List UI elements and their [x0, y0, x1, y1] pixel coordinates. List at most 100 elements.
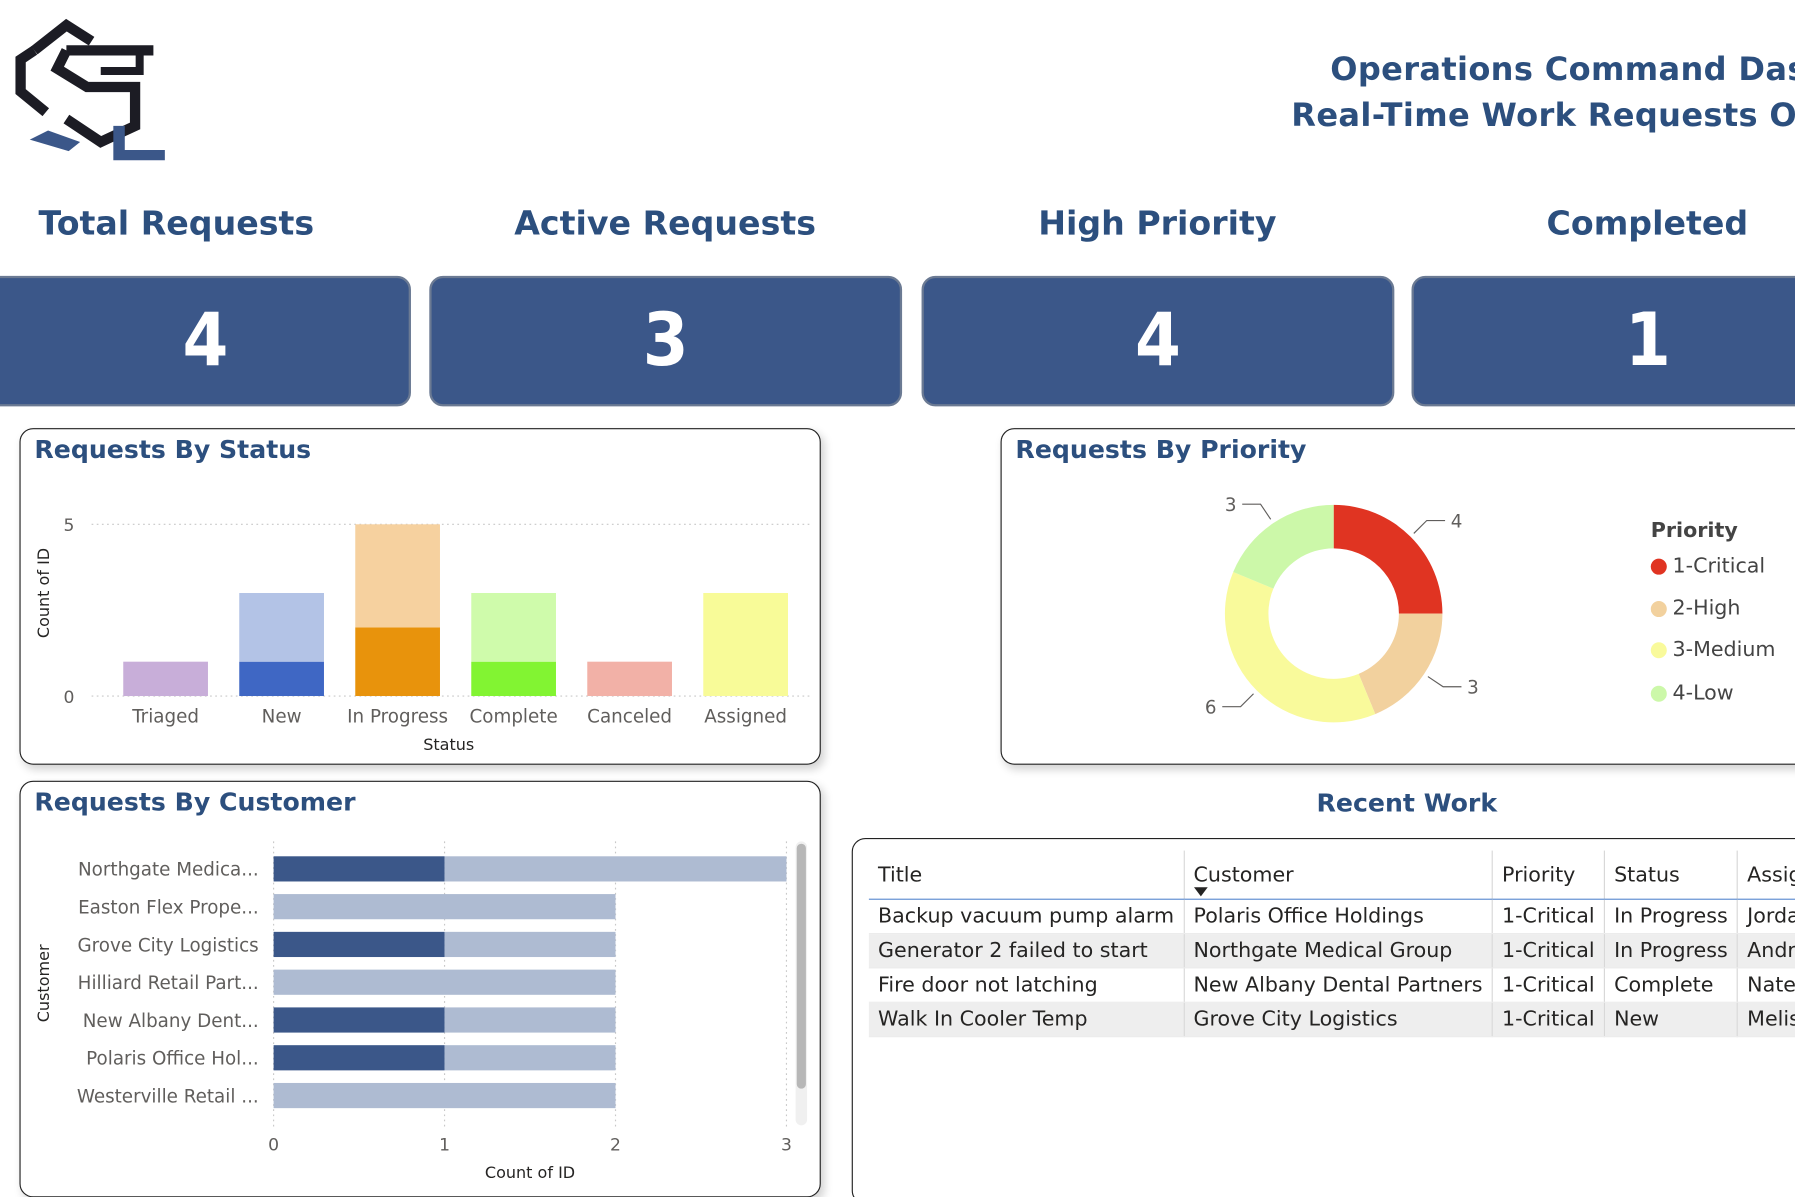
customer-bar-segment[interactable] [444, 1045, 616, 1071]
customer-bar-chart[interactable]: 0 1 2 3 Northgate Medica... Easton Flex Prope… [21, 782, 821, 1197]
status-chart-panel[interactable]: Requests By Status 0 5 Triaged New In Progre… [19, 428, 821, 765]
status-bar-segment[interactable] [239, 592, 324, 662]
customer-bar-segment[interactable] [444, 931, 616, 958]
x-axis-title: Count of ID [485, 1163, 575, 1182]
sort-descending-icon[interactable] [1193, 887, 1208, 897]
status-bar-segment[interactable] [123, 661, 208, 697]
y-tick-label: Hilliard Retail Part... [78, 973, 259, 994]
legend-item-high[interactable]: 2-High [1650, 596, 1741, 621]
cell-priority: 1-Critical [1492, 967, 1605, 1003]
status-bar-segment[interactable] [471, 661, 556, 697]
cell-assigned: Nate Broc [1737, 967, 1795, 1003]
y-tick-label: New Albany Dent... [83, 1011, 259, 1032]
y-axis-title: Customer [34, 944, 53, 1022]
status-bar-segment[interactable] [355, 524, 440, 628]
cell-assigned: Melissa G [1737, 1002, 1795, 1038]
legend-label: 1-Critical [1672, 554, 1766, 579]
status-bar-segment[interactable] [471, 592, 556, 662]
customer-bar-segment[interactable] [273, 1007, 445, 1033]
customer-scrollbar-track[interactable] [795, 841, 808, 1126]
cell-title: Generator 2 failed to start [868, 933, 1185, 969]
customer-chart-panel[interactable]: Requests By Customer 0 1 2 3 Northgate Medic… [19, 780, 821, 1197]
x-tick-label: Canceled [587, 706, 672, 727]
priority-chart-panel[interactable]: Requests By Priority 4 3 6 3 Priority 1-Cri… [1000, 428, 1795, 765]
legend-dot-icon [1650, 600, 1667, 617]
x-tick-label: New [262, 706, 302, 727]
x-tick-label: Assigned [704, 706, 787, 727]
x-tick-label: 2 [610, 1136, 621, 1156]
kpi-card-active[interactable]: 3 [429, 275, 903, 407]
legend-item-low[interactable]: 4-Low [1650, 681, 1734, 705]
status-chart-title: Requests By Status [34, 436, 312, 465]
y-tick-label: Easton Flex Prope... [78, 898, 259, 919]
customer-chart-title: Requests By Customer [34, 788, 356, 818]
table-row[interactable]: Backup vacuum pump alarm Polaris Office … [868, 899, 1795, 935]
donut-slice[interactable] [1358, 613, 1443, 715]
y-tick-label: 0 [63, 688, 74, 708]
status-bar-segment[interactable] [355, 627, 440, 697]
kpi-label-total: Total Requests [38, 203, 315, 243]
leader-line [1427, 676, 1462, 688]
status-bar-segment[interactable] [587, 661, 672, 697]
recent-work-table-panel[interactable]: Title Customer Priority Status Assigned … [851, 837, 1795, 1197]
priority-donut-chart[interactable]: 4 3 6 3 [1002, 429, 1643, 764]
kpi-value-high-priority: 4 [1135, 298, 1181, 384]
x-axis-title: Status [423, 735, 474, 754]
cell-customer: Grove City Logistics [1183, 1002, 1493, 1038]
cell-status: In Progress [1604, 933, 1739, 969]
y-tick-label: Westerville Retail ... [77, 1086, 259, 1107]
legend-dot-icon [1650, 641, 1667, 658]
y-tick-label: Polaris Office Hol... [86, 1049, 259, 1070]
table-row[interactable]: Generator 2 failed to start Northgate Me… [868, 933, 1795, 969]
donut-slice[interactable] [1333, 504, 1443, 614]
status-bar-segment[interactable] [239, 661, 324, 697]
x-tick-label: 3 [781, 1136, 792, 1156]
x-tick-label: 0 [268, 1136, 279, 1156]
priority-chart-title: Requests By Priority [1015, 436, 1307, 465]
kpi-value-active: 3 [642, 298, 689, 384]
customer-bar-segment[interactable] [273, 856, 445, 882]
leader-line [1242, 503, 1272, 520]
status-bar-chart[interactable]: 0 5 Triaged New In Progress Complete Canceled A… [21, 429, 821, 764]
cell-customer: New Albany Dental Partners [1183, 967, 1493, 1003]
column-header-customer[interactable]: Customer [1183, 850, 1493, 900]
customer-scrollbar-thumb[interactable] [796, 843, 806, 1089]
customer-bar-segment[interactable] [273, 1082, 616, 1109]
table-row[interactable]: Walk In Cooler Temp Grove City Logistics… [868, 1002, 1795, 1038]
donut-slice[interactable] [1224, 571, 1376, 723]
donut-data-label: 3 [1467, 678, 1479, 699]
customer-bar-segment[interactable] [273, 969, 616, 995]
column-header-status[interactable]: Status [1604, 850, 1739, 900]
priority-legend-title: Priority [1650, 518, 1738, 543]
leader-line [1222, 693, 1254, 708]
cell-status: In Progress [1604, 899, 1739, 935]
donut-slice[interactable] [1233, 504, 1334, 589]
cell-assigned: Jordan Pri [1737, 899, 1795, 935]
column-header-title[interactable]: Title [868, 850, 1185, 900]
customer-bar-segment[interactable] [444, 856, 787, 882]
column-header-assigned[interactable]: Assigned [1737, 850, 1795, 900]
dashboard-subtitle: Real-Time Work Requests Ove [1291, 96, 1795, 134]
y-tick-label: Grove City Logistics [78, 935, 259, 956]
customer-bar-segment[interactable] [273, 1045, 445, 1071]
table-row[interactable]: Fire door not latching New Albany Dental… [868, 967, 1795, 1003]
customer-bar-segment[interactable] [444, 1007, 616, 1033]
recent-work-table[interactable]: Title Customer Priority Status Assigned … [868, 850, 1795, 1038]
status-bar-segment[interactable] [703, 592, 788, 697]
cell-priority: 1-Critical [1492, 899, 1605, 935]
legend-item-critical[interactable]: 1-Critical [1650, 554, 1766, 579]
legend-item-medium[interactable]: 3-Medium [1650, 638, 1775, 662]
legend-label: 2-High [1672, 596, 1741, 621]
leader-line [1413, 519, 1446, 534]
kpi-card-high-priority[interactable]: 4 [921, 275, 1395, 407]
kpi-card-completed[interactable]: 1 [1411, 275, 1795, 407]
column-header-priority[interactable]: Priority [1492, 850, 1605, 900]
cell-assigned: Andre Wa [1737, 933, 1795, 969]
kpi-card-total[interactable]: 4 [0, 275, 411, 407]
donut-data-label: 3 [1225, 495, 1237, 516]
cell-title: Fire door not latching [868, 967, 1185, 1003]
cell-status: Complete [1604, 967, 1739, 1003]
customer-bar-segment[interactable] [273, 931, 445, 958]
y-tick-label: 5 [63, 516, 74, 536]
customer-bar-segment[interactable] [273, 894, 616, 920]
